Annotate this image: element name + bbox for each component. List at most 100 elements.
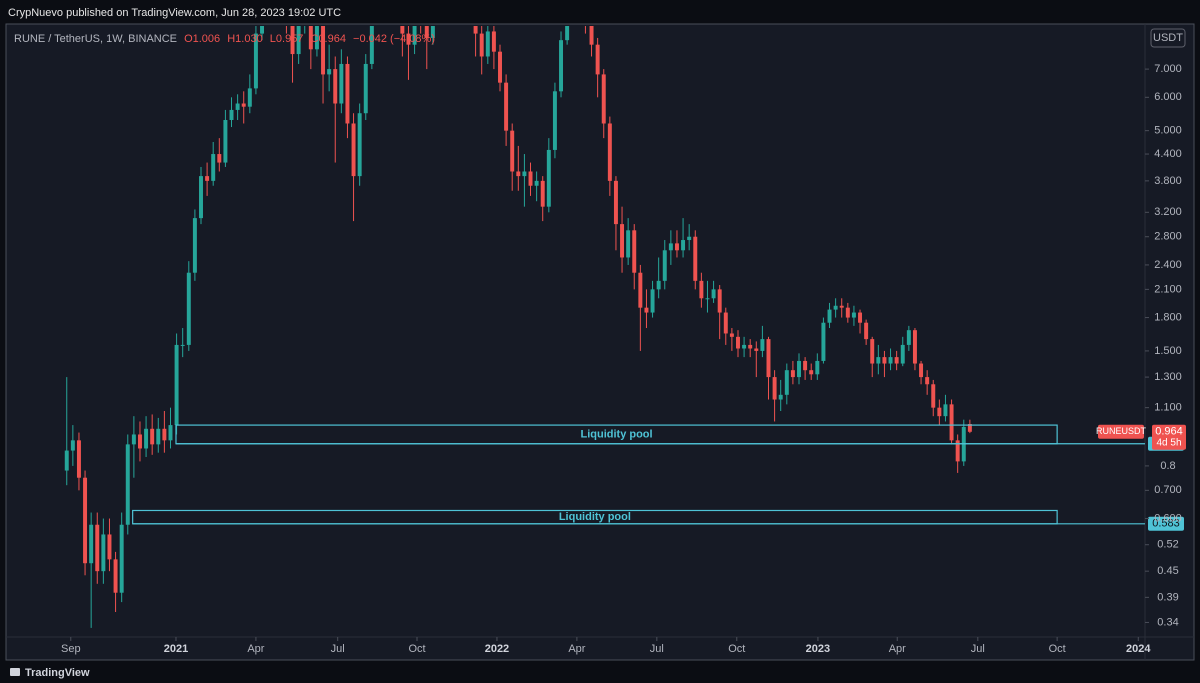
candle-body xyxy=(772,377,777,400)
candle-body xyxy=(186,272,191,345)
candle-body xyxy=(858,312,863,323)
candle-body xyxy=(613,180,618,225)
candle-body xyxy=(815,360,820,375)
ohlc-close: C0.964 xyxy=(310,33,346,45)
candle-body xyxy=(229,109,234,121)
candle-body xyxy=(491,31,496,52)
candle-body xyxy=(64,450,69,471)
candle-body xyxy=(260,26,265,34)
candle-body xyxy=(430,26,435,38)
candle-body xyxy=(870,339,875,364)
candle-body xyxy=(369,26,374,64)
y-tick-label: 7.000 xyxy=(1154,63,1182,75)
candle-body xyxy=(748,344,753,349)
candle-body xyxy=(620,224,625,258)
candle-body xyxy=(70,440,75,451)
candle-body xyxy=(119,524,124,593)
candle-body xyxy=(406,33,411,45)
candle-body xyxy=(912,330,917,364)
y-tick-label: 1.300 xyxy=(1154,371,1182,383)
candle-body xyxy=(327,69,332,75)
candle-body xyxy=(76,440,81,478)
candle-body xyxy=(760,339,765,351)
candle-body xyxy=(674,243,679,251)
x-tick-label: Oct xyxy=(1049,643,1066,655)
candle-body xyxy=(699,280,704,299)
candle-body xyxy=(528,171,533,186)
publisher: CrypNuevo published on TradingView.com, … xyxy=(8,7,341,19)
candle-body xyxy=(662,250,667,281)
candle-body xyxy=(205,176,210,181)
y-tick-label: 5.000 xyxy=(1154,125,1182,137)
candle-body xyxy=(705,298,710,300)
currency: USDT xyxy=(1153,32,1183,44)
candle-body xyxy=(510,130,515,172)
candle-body xyxy=(778,394,783,400)
candle-body xyxy=(790,370,795,378)
candle-body xyxy=(821,322,826,361)
candle-body xyxy=(626,230,631,258)
y-tick-label: 3.200 xyxy=(1154,206,1182,218)
candle-body xyxy=(717,289,722,313)
x-tick-label: Oct xyxy=(728,643,745,655)
candle-body xyxy=(809,370,814,375)
candle-body xyxy=(247,88,252,107)
candle-body xyxy=(607,123,612,181)
footer: TradingView xyxy=(25,667,90,679)
x-tick-label: 2023 xyxy=(806,643,830,655)
candle-body xyxy=(766,339,771,378)
candle-body xyxy=(595,44,600,75)
y-tick-label: 0.600 xyxy=(1154,512,1182,524)
plot-area xyxy=(64,26,972,628)
candle-body xyxy=(345,63,350,124)
liquidity-label: Liquidity pool xyxy=(580,428,652,440)
x-tick-label: Oct xyxy=(408,643,425,655)
x-tick-label: Apr xyxy=(247,643,264,655)
candle-body xyxy=(687,236,692,241)
candle-body xyxy=(534,180,539,186)
x-tick-label: Sep xyxy=(61,643,81,655)
candle-body xyxy=(797,360,801,378)
candle-body xyxy=(162,428,167,441)
candle-body xyxy=(192,218,197,273)
candle-body xyxy=(736,336,740,349)
footer-logo: TradingView xyxy=(10,667,90,679)
candle-body xyxy=(339,63,344,104)
candle-body xyxy=(876,357,881,364)
candle-body xyxy=(308,26,313,50)
candle-body xyxy=(241,103,246,107)
candle-body xyxy=(516,171,521,177)
y-tick-label: 0.700 xyxy=(1154,484,1182,496)
candle-body xyxy=(296,26,301,55)
chart-frame xyxy=(5,23,1195,661)
candle-body xyxy=(632,230,637,273)
liquidity-label: Liquidity pool xyxy=(559,511,631,523)
symbol-title: RUNE / TetherUS, 1W, BINANCE xyxy=(14,33,178,45)
countdown-label: 4d 5h xyxy=(1156,437,1181,448)
candle-body xyxy=(83,477,88,564)
candle-body xyxy=(400,26,405,34)
candle-body xyxy=(363,63,368,114)
y-tick-label: 2.800 xyxy=(1154,231,1182,243)
candle-body xyxy=(485,31,490,57)
candle-body xyxy=(412,26,417,45)
ohlc-open: O1.006 xyxy=(184,33,221,45)
candle-body xyxy=(351,123,356,177)
candle-body xyxy=(498,51,502,83)
candle-body xyxy=(290,26,295,55)
candle-body xyxy=(723,312,728,334)
y-tick-label: 0.8 xyxy=(1160,460,1175,472)
x-tick-label: Jul xyxy=(650,643,664,655)
candle-body xyxy=(424,26,429,38)
candle-body xyxy=(833,305,838,310)
candle-body xyxy=(681,240,686,251)
y-tick-label: 3.800 xyxy=(1154,175,1182,187)
candle-body xyxy=(89,524,94,564)
symbol-badge xyxy=(1098,424,1144,439)
candle-body xyxy=(845,307,850,318)
candle-body xyxy=(638,272,643,308)
y-tick-label: 0.34 xyxy=(1157,616,1178,628)
candle-body xyxy=(839,305,844,308)
candle-body xyxy=(137,434,142,449)
